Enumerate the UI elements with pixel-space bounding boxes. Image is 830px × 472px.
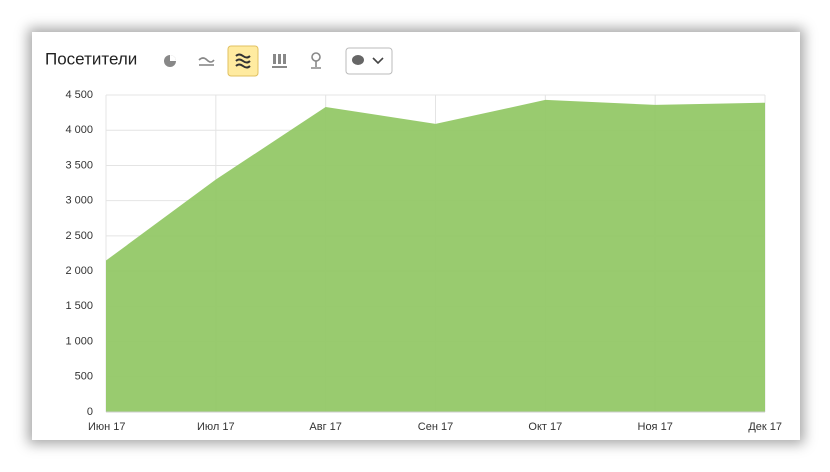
toolbar	[164, 45, 393, 77]
y-tick-label: 4 000	[65, 124, 93, 136]
y-tick-label: 2 500	[65, 230, 93, 242]
y-tick-label: 3 000	[65, 195, 93, 207]
y-tick-label: 0	[87, 406, 93, 418]
y-tick-label: 3 500	[65, 159, 93, 171]
pie-button[interactable]	[164, 55, 176, 67]
line-button[interactable]	[198, 57, 215, 66]
x-tick-label: Сен 17	[418, 421, 453, 433]
map-button[interactable]	[311, 52, 321, 69]
chart-title: Посетители	[45, 49, 137, 68]
x-tick-label: Июн 17	[88, 421, 126, 433]
y-tick-label: 2 000	[65, 265, 93, 277]
y-tick-label: 4 500	[65, 89, 93, 101]
x-tick-label: Дек 17	[748, 421, 782, 433]
x-tick-label: Июл 17	[197, 421, 235, 433]
area	[106, 99, 765, 412]
bar-button[interactable]	[272, 54, 287, 68]
comment-button[interactable]	[345, 47, 393, 75]
y-tick-label: 1 000	[65, 335, 93, 347]
y-tick-label: 1 500	[65, 300, 93, 312]
x-tick-label: Окт 17	[528, 421, 562, 433]
x-tick-label: Ноя 17	[638, 421, 673, 433]
x-tick-label: Авг 17	[309, 421, 341, 433]
y-tick-label: 500	[75, 371, 93, 383]
area-button[interactable]	[227, 45, 259, 77]
